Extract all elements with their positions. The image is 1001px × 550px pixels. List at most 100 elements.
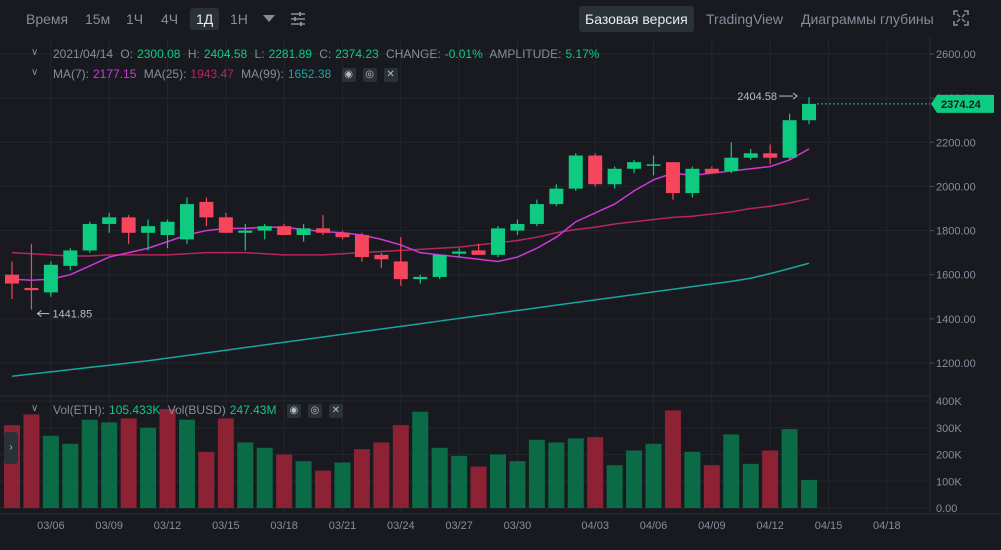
volume-bar	[664, 410, 681, 508]
candle-body[interactable]	[743, 153, 758, 158]
volume-bar	[684, 451, 701, 508]
settings-sliders-icon[interactable]	[290, 11, 306, 27]
eye-icon[interactable]: ◉	[286, 403, 301, 418]
candle-body[interactable]	[43, 264, 58, 293]
candle-body[interactable]	[763, 153, 778, 158]
x-tick-label: 04/15	[815, 520, 843, 532]
view-basic[interactable]: Базовая версия	[579, 6, 694, 32]
volume-bar	[334, 462, 351, 508]
candle-body[interactable]	[296, 228, 311, 235]
x-tick-label: 03/12	[154, 520, 182, 532]
candle-body[interactable]	[646, 164, 661, 166]
volume-bar	[392, 425, 409, 508]
candle-body[interactable]	[607, 168, 622, 185]
volume-legend: Vol(ETH): 105.433K Vol(BUSD) 247.43M ◉ ◎ ✕	[53, 403, 347, 418]
candle-body[interactable]	[218, 217, 233, 233]
candle-body[interactable]	[5, 274, 19, 284]
candle-body[interactable]	[510, 223, 525, 231]
ma7-value: 2177.15	[93, 67, 137, 81]
candle-body[interactable]	[393, 261, 408, 280]
candle-body[interactable]	[374, 254, 389, 260]
candle-body[interactable]	[665, 162, 680, 194]
fullscreen-icon[interactable]	[953, 10, 969, 26]
candle-body[interactable]	[627, 162, 642, 169]
volume-bar	[451, 455, 468, 508]
volume-bar	[373, 442, 390, 508]
volume-bar	[762, 450, 779, 508]
candle-body[interactable]	[354, 234, 369, 258]
settings-icon[interactable]: ◎	[307, 403, 322, 418]
chevron-down-icon[interactable]: ∨	[31, 403, 39, 414]
candle-body[interactable]	[685, 168, 700, 194]
settings-icon[interactable]: ◎	[362, 67, 377, 82]
x-tick-label: 04/09	[698, 520, 726, 532]
candle-body[interactable]	[257, 226, 272, 231]
volume-bar	[276, 454, 293, 508]
volume-bar	[645, 443, 662, 508]
y-tick-label: 2200.00	[936, 137, 976, 149]
y-tick-label: 2000.00	[936, 181, 976, 193]
chevron-down-icon[interactable]: ∨	[31, 47, 39, 58]
ma99-line	[11, 262, 810, 377]
candle-body[interactable]	[179, 204, 194, 240]
candle-body[interactable]	[724, 157, 739, 171]
volume-bar	[81, 419, 98, 508]
view-tradingview[interactable]: TradingView	[706, 11, 784, 27]
last-price-badge	[931, 94, 994, 113]
chevron-down-icon[interactable]	[262, 13, 276, 23]
change-label: CHANGE:	[386, 47, 441, 61]
volume-bar	[23, 414, 40, 508]
view-depth[interactable]: Диаграммы глубины	[801, 11, 934, 27]
candle-body[interactable]	[549, 188, 564, 205]
amplitude-label: AMPLITUDE:	[489, 47, 562, 61]
candle-body[interactable]	[568, 155, 583, 189]
candle-body[interactable]	[704, 168, 719, 174]
low-value: 2281.89	[268, 47, 312, 61]
close-icon[interactable]: ✕	[383, 67, 398, 82]
interval-1w[interactable]: 1Н	[230, 11, 248, 27]
expand-panel-button[interactable]: ›	[4, 432, 18, 464]
candle-body[interactable]	[316, 228, 331, 233]
candle-body[interactable]	[413, 276, 428, 280]
volume-bar	[509, 461, 526, 508]
volume-bar	[587, 437, 604, 508]
candle-body[interactable]	[141, 226, 156, 233]
candle-body[interactable]	[452, 251, 467, 254]
eye-icon[interactable]: ◉	[341, 67, 356, 82]
candle-body[interactable]	[802, 103, 817, 121]
candle-body[interactable]	[102, 217, 117, 224]
candle-body[interactable]	[121, 217, 136, 233]
y-tick-label: 2600.00	[936, 49, 976, 61]
volume-bar	[237, 442, 254, 508]
vol-eth-label: Vol(ETH):	[53, 403, 106, 417]
volume-bar	[703, 465, 720, 508]
interval-1h[interactable]: 1Ч	[126, 11, 144, 27]
candle-body[interactable]	[432, 254, 447, 277]
close-icon[interactable]: ✕	[328, 403, 343, 418]
volume-bar	[626, 450, 643, 508]
candle-body[interactable]	[529, 204, 544, 224]
interval-4h[interactable]: 4Ч	[161, 11, 179, 27]
candle-body[interactable]	[63, 250, 78, 266]
x-tick-label: 03/09	[95, 520, 123, 532]
candle-body[interactable]	[588, 155, 603, 185]
volume-bar	[295, 461, 312, 508]
volume-bar	[217, 418, 234, 508]
ma7-label: MA(7):	[53, 67, 89, 81]
volume-bar	[256, 447, 273, 508]
candle-body[interactable]	[160, 221, 175, 235]
price-chart[interactable]: 2600.002400.002200.002000.001800.001600.…	[0, 38, 1001, 550]
candle-body[interactable]	[335, 232, 350, 238]
candle-body[interactable]	[199, 201, 214, 218]
candle-body[interactable]	[82, 223, 97, 251]
interval-1d[interactable]: 1Д	[190, 8, 220, 30]
candle-body[interactable]	[277, 226, 292, 235]
candle-body[interactable]	[471, 250, 486, 255]
interval-15m[interactable]: 15м	[85, 11, 111, 27]
candle-body[interactable]	[24, 287, 39, 291]
candle-body[interactable]	[491, 228, 505, 255]
candle-body[interactable]	[238, 230, 253, 233]
y-tick-label: 1200.00	[936, 358, 976, 370]
chevron-down-icon[interactable]: ∨	[31, 67, 39, 78]
candle-body[interactable]	[782, 120, 797, 158]
